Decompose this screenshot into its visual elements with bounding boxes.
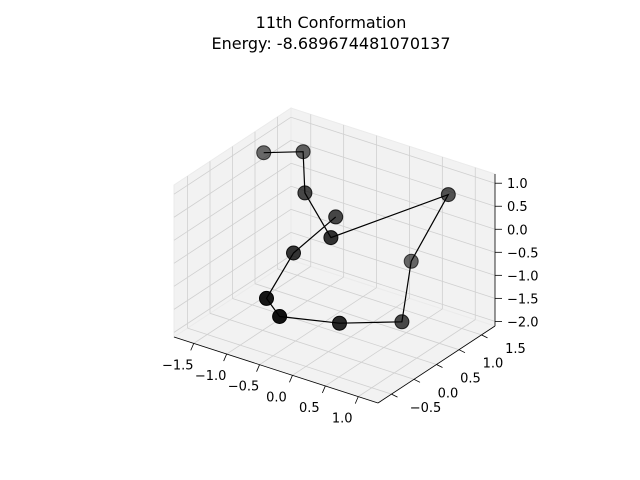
y-tick-label: −0.5 xyxy=(410,401,442,416)
x-tick-mark xyxy=(256,364,260,372)
z-gridline xyxy=(290,231,496,299)
z-gridline xyxy=(173,116,292,195)
atom-marker xyxy=(256,145,272,161)
y-gridline xyxy=(277,268,482,336)
z-tick-label: −0.5 xyxy=(507,246,539,261)
atom-marker xyxy=(297,185,313,201)
y-tick-mark xyxy=(481,334,488,339)
atom-marker xyxy=(440,187,456,203)
x-tick-mark xyxy=(223,353,228,362)
z-gridline xyxy=(290,139,496,207)
x-tick-label: −1.0 xyxy=(195,369,227,384)
z-tick-label: −1.0 xyxy=(507,269,539,284)
z-gridline xyxy=(173,185,292,264)
x-tick-label: −1.5 xyxy=(162,358,194,373)
x-tick-label: 1.0 xyxy=(332,412,353,427)
y-tick-mark xyxy=(413,378,421,383)
y-gridline xyxy=(254,283,460,351)
atom-marker xyxy=(394,314,410,330)
z-gridline xyxy=(173,232,292,310)
x-tick-label: 0.5 xyxy=(299,401,320,416)
atom-marker xyxy=(295,144,311,160)
y-tick-label: 0.0 xyxy=(438,386,459,401)
z-gridline xyxy=(173,208,292,287)
atom-marker xyxy=(259,290,274,306)
z-gridline xyxy=(290,255,496,322)
atom-markers xyxy=(256,144,456,331)
y-tick-label: 0.5 xyxy=(460,372,481,387)
y-gridline xyxy=(187,327,392,395)
z-tick-label: 0.0 xyxy=(507,223,528,238)
z-tick-label: −1.5 xyxy=(507,292,539,307)
chart-title-line2: Energy: -8.689674481070137 xyxy=(211,34,450,53)
z-gridline xyxy=(290,208,496,276)
x-tick-mark xyxy=(354,396,359,404)
x-tick-mark xyxy=(190,343,195,351)
atom-marker xyxy=(403,253,419,269)
z-gridline xyxy=(290,185,496,253)
y-tick-mark xyxy=(436,364,443,368)
z-gridline xyxy=(290,162,496,230)
atom-marker xyxy=(332,315,347,331)
y-tick-mark xyxy=(391,393,398,398)
axes-panes xyxy=(172,107,497,404)
y-gridline xyxy=(232,298,437,365)
atom-marker xyxy=(272,309,288,324)
tick-labels: −1.5−1.0−0.50.00.51.0−0.50.00.51.01.5−2.… xyxy=(162,177,539,426)
z-gridline xyxy=(173,162,292,241)
y-tick-label: 1.0 xyxy=(483,357,504,372)
x-tick-label: −0.5 xyxy=(228,380,260,395)
x-axis-line xyxy=(173,336,379,404)
x-tick-label: 0.0 xyxy=(266,390,287,405)
z-tick-label: 1.0 xyxy=(507,177,528,192)
x-tick-mark xyxy=(289,375,293,383)
y-tick-mark xyxy=(458,349,466,354)
atom-marker xyxy=(323,230,339,246)
z-gridline xyxy=(173,255,292,333)
x-tick-mark xyxy=(321,385,326,394)
atom-marker xyxy=(328,209,344,225)
z-tick-label: −2.0 xyxy=(507,315,539,330)
y-tick-label: 1.5 xyxy=(505,342,526,357)
z-tick-label: 0.5 xyxy=(507,200,528,215)
chart-title-line1: 11th Conformation xyxy=(256,13,407,32)
y-gridline xyxy=(209,312,415,380)
atom-marker xyxy=(286,245,301,261)
z-gridline xyxy=(290,116,496,184)
